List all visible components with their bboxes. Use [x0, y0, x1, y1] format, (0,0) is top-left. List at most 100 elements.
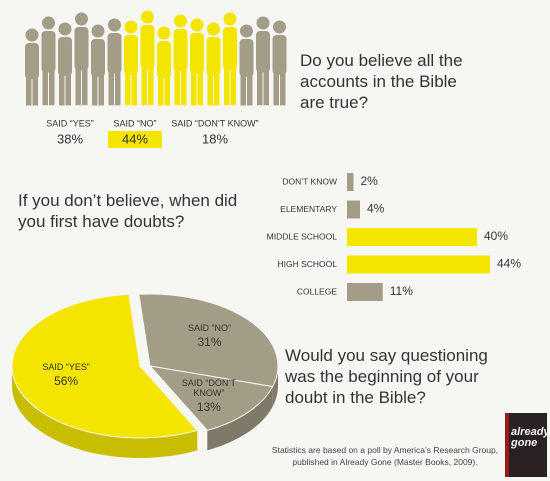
figure-head: [174, 14, 187, 28]
figure-leg: [32, 76, 38, 106]
figure-body: [272, 35, 287, 75]
category-label: SAID “YES”: [46, 118, 94, 128]
figure-body: [91, 39, 105, 77]
figure-body: [239, 39, 254, 77]
value-label: 2%: [361, 174, 379, 188]
figure-leg: [82, 67, 88, 106]
value-label: 18%: [202, 131, 228, 146]
figure-body: [223, 27, 237, 71]
category-label: DON’T KNOW: [282, 176, 337, 186]
figure-leg: [273, 71, 279, 106]
figure-leg: [75, 67, 81, 106]
figure-leg: [59, 73, 65, 106]
category-label: SAID “DON’T KNOW”: [171, 118, 258, 128]
book-cover: already gone: [505, 413, 550, 477]
figure-leg: [224, 67, 230, 106]
value-label: 38%: [57, 131, 83, 146]
figure-head: [240, 24, 253, 38]
category-label: ELEMENTARY: [280, 204, 337, 214]
figure-leg: [92, 74, 98, 106]
figure-group: [25, 12, 122, 106]
pie-slice: [148, 365, 274, 431]
value-label: 44%: [497, 257, 521, 271]
pie-side: [12, 366, 198, 459]
figure-leg: [158, 75, 164, 106]
figure-leg: [280, 71, 286, 106]
value-label: 4%: [367, 202, 385, 216]
figure-leg: [214, 73, 220, 106]
value-label: 13%: [196, 399, 221, 414]
figure-leg: [174, 68, 180, 106]
pie-slice: [11, 293, 199, 439]
figure-leg: [98, 74, 104, 106]
category-label: HIGH SCHOOL: [277, 259, 337, 269]
bar: [347, 228, 477, 246]
figure-leg: [65, 73, 71, 106]
pie-label: SAID “NO” 31%: [170, 323, 250, 349]
figure-leg: [197, 70, 203, 106]
value-label: 44%: [122, 131, 148, 146]
figure-leg: [26, 76, 32, 106]
bar: [347, 283, 383, 301]
figure-body: [74, 27, 89, 71]
figure-leg: [148, 66, 154, 106]
category-label: MIDDLE SCHOOL: [267, 231, 338, 241]
figure-leg: [42, 69, 48, 106]
figure-leg: [257, 69, 263, 106]
category-label: SAID “NO”: [188, 322, 232, 333]
label-highlight: [108, 131, 162, 148]
figure-leg: [164, 75, 170, 106]
category-label: SAID “NO”: [113, 118, 156, 128]
figure-body: [256, 31, 270, 73]
figure-body: [124, 35, 138, 75]
figure-body: [190, 33, 204, 74]
figure-group: [124, 10, 237, 106]
pie-label: SAID “DON’T KNOW” 13%: [169, 378, 249, 414]
figure-head: [42, 16, 55, 30]
value-label: 11%: [390, 284, 413, 298]
value-label: 56%: [54, 373, 79, 388]
figure-leg: [131, 71, 137, 106]
category-label: COLLEGE: [297, 286, 337, 296]
figure-head: [207, 22, 220, 36]
figure-body: [206, 37, 221, 76]
figure-head: [75, 12, 88, 26]
figure-leg: [115, 70, 121, 106]
figure-head: [273, 20, 286, 34]
figure-leg: [263, 69, 269, 106]
figure-leg: [49, 69, 55, 106]
figure-leg: [191, 70, 197, 106]
pie-slice: [138, 293, 279, 388]
figure-body: [140, 25, 155, 70]
figure-head: [223, 12, 237, 26]
pie-side: [207, 386, 273, 451]
figure-body: [25, 43, 39, 79]
pie-side: [272, 366, 278, 407]
bar: [347, 200, 360, 219]
figure-head: [58, 22, 72, 36]
value-label: 40%: [484, 229, 508, 243]
category-label: SAID “YES”: [42, 361, 90, 372]
figure-leg: [230, 67, 236, 106]
figure-group: [239, 16, 287, 106]
figure-head: [157, 26, 171, 40]
figure-leg: [181, 68, 187, 106]
footnote: Statistics are based on a poll by Americ…: [271, 445, 499, 467]
pictogram-title: Do you believe all the accounts in the B…: [300, 51, 463, 112]
value-label: 31%: [197, 334, 222, 349]
figure-head: [141, 10, 154, 24]
figure-head: [190, 18, 204, 32]
figure-head: [25, 28, 39, 42]
figure-head: [91, 24, 105, 38]
figure-leg: [240, 74, 246, 106]
figure-leg: [108, 70, 114, 106]
figure-head: [124, 20, 138, 34]
figure-body: [58, 37, 72, 76]
figure-body: [107, 33, 122, 74]
figure-leg: [141, 66, 147, 106]
figure-body: [41, 31, 56, 73]
pie-label: SAID “YES” 56%: [26, 362, 106, 388]
figure-body: [173, 29, 188, 72]
